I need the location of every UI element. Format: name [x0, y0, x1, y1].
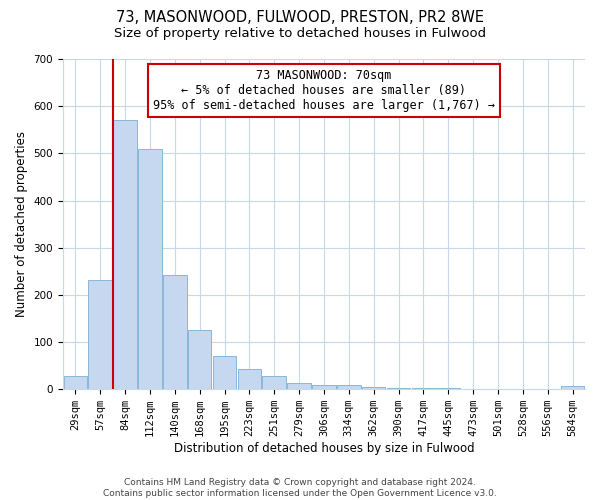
- Bar: [287, 383, 311, 389]
- Bar: [64, 376, 87, 389]
- Bar: [138, 148, 162, 389]
- Bar: [412, 388, 435, 389]
- Bar: [88, 280, 112, 389]
- Text: Contains HM Land Registry data © Crown copyright and database right 2024.
Contai: Contains HM Land Registry data © Crown c…: [103, 478, 497, 498]
- Bar: [436, 388, 460, 389]
- Text: 73 MASONWOOD: 70sqm
← 5% of detached houses are smaller (89)
95% of semi-detache: 73 MASONWOOD: 70sqm ← 5% of detached hou…: [153, 69, 495, 112]
- Bar: [238, 370, 261, 389]
- Text: 73, MASONWOOD, FULWOOD, PRESTON, PR2 8WE: 73, MASONWOOD, FULWOOD, PRESTON, PR2 8WE: [116, 10, 484, 25]
- Bar: [387, 388, 410, 389]
- Y-axis label: Number of detached properties: Number of detached properties: [15, 131, 28, 317]
- X-axis label: Distribution of detached houses by size in Fulwood: Distribution of detached houses by size …: [173, 442, 474, 455]
- Bar: [212, 356, 236, 389]
- Text: Size of property relative to detached houses in Fulwood: Size of property relative to detached ho…: [114, 28, 486, 40]
- Bar: [188, 330, 211, 389]
- Bar: [337, 384, 361, 389]
- Bar: [362, 387, 385, 389]
- Bar: [312, 384, 336, 389]
- Bar: [163, 275, 187, 389]
- Bar: [561, 386, 584, 389]
- Bar: [113, 120, 137, 389]
- Bar: [262, 376, 286, 389]
